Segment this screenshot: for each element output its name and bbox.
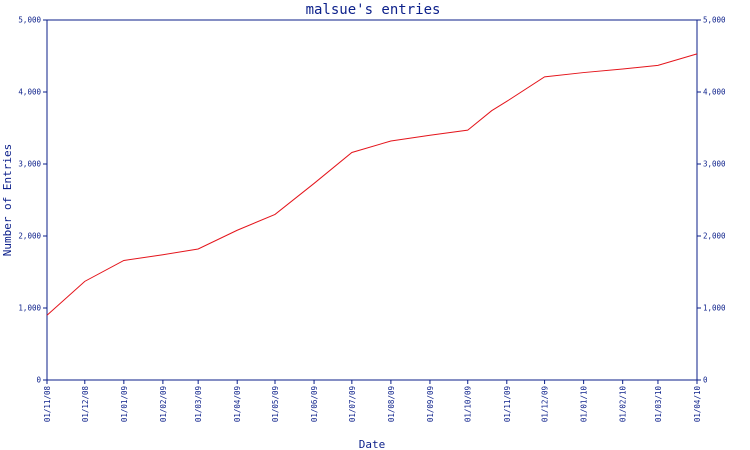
- x-tick-label: 01/03/10: [654, 386, 663, 423]
- data-point: [46, 314, 48, 316]
- y-tick-label-right: 2,000: [703, 232, 726, 241]
- y-tick-label-right: 5,000: [703, 16, 726, 25]
- data-point: [543, 76, 545, 78]
- y-tick-label-right: 0: [703, 376, 708, 385]
- data-point: [429, 134, 431, 136]
- x-tick-label: 01/02/10: [619, 386, 628, 423]
- series-points: [46, 53, 698, 317]
- plot-area-frame: [46, 19, 698, 381]
- data-point: [621, 68, 623, 70]
- data-point: [123, 259, 125, 261]
- x-tick-label: 01/04/09: [233, 386, 242, 422]
- data-point: [274, 213, 276, 215]
- x-tick-label: 01/11/09: [503, 386, 512, 422]
- x-tick-label: 01/12/09: [541, 386, 550, 422]
- y-axis-right: 0 1,000 2,000 3,000 4,000 5,000: [697, 16, 726, 385]
- data-point: [506, 100, 508, 102]
- x-tick-label: 01/02/09: [159, 386, 168, 422]
- x-tick-label: 01/10/09: [464, 386, 473, 422]
- data-point: [696, 53, 698, 55]
- x-tick-label: 01/05/09: [271, 386, 280, 422]
- y-tick-label-left: 3,000: [18, 160, 41, 169]
- y-axis-label: Number of Entries: [1, 144, 14, 257]
- data-point: [657, 64, 659, 66]
- data-point: [84, 280, 86, 282]
- y-axis-left: 0 1,000 2,000 3,000 4,000 5,000: [18, 16, 47, 385]
- data-point: [582, 71, 584, 73]
- data-point: [490, 110, 492, 112]
- x-tick-label: 01/11/08: [43, 386, 52, 423]
- x-tick-label: 01/03/09: [194, 386, 203, 422]
- x-axis: 01/11/08 01/12/08 01/01/09 01/02/09 01/03/09…: [43, 380, 702, 422]
- series-line-entries: [46, 53, 698, 316]
- x-tick-label: 01/04/10: [693, 386, 702, 423]
- y-tick-label-left: 2,000: [18, 232, 41, 241]
- data-point: [197, 248, 199, 250]
- y-tick-label-left: 1,000: [18, 304, 41, 313]
- y-tick-label-right: 4,000: [703, 88, 726, 97]
- x-axis-label: Date: [359, 438, 386, 450]
- data-point: [236, 229, 238, 231]
- y-tick-label-left: 4,000: [18, 88, 41, 97]
- x-tick-label: 01/12/08: [81, 386, 90, 423]
- data-point: [162, 254, 164, 256]
- x-tick-label: 01/01/10: [580, 386, 589, 423]
- data-point: [313, 182, 315, 184]
- data-point: [351, 151, 353, 153]
- y-tick-label-left: 5,000: [18, 16, 41, 25]
- y-tick-label-left: 0: [36, 376, 41, 385]
- x-tick-label: 01/07/09: [348, 386, 357, 422]
- x-tick-label: 01/08/09: [387, 386, 396, 422]
- chart-title: malsue's entries: [306, 2, 441, 18]
- data-point: [467, 129, 469, 131]
- x-tick-label: 01/09/09: [426, 386, 435, 422]
- y-tick-label-right: 3,000: [703, 160, 726, 169]
- x-tick-label: 01/06/09: [310, 386, 319, 422]
- y-tick-label-right: 1,000: [703, 304, 726, 313]
- data-point: [390, 140, 392, 142]
- x-tick-label: 01/01/09: [120, 386, 129, 422]
